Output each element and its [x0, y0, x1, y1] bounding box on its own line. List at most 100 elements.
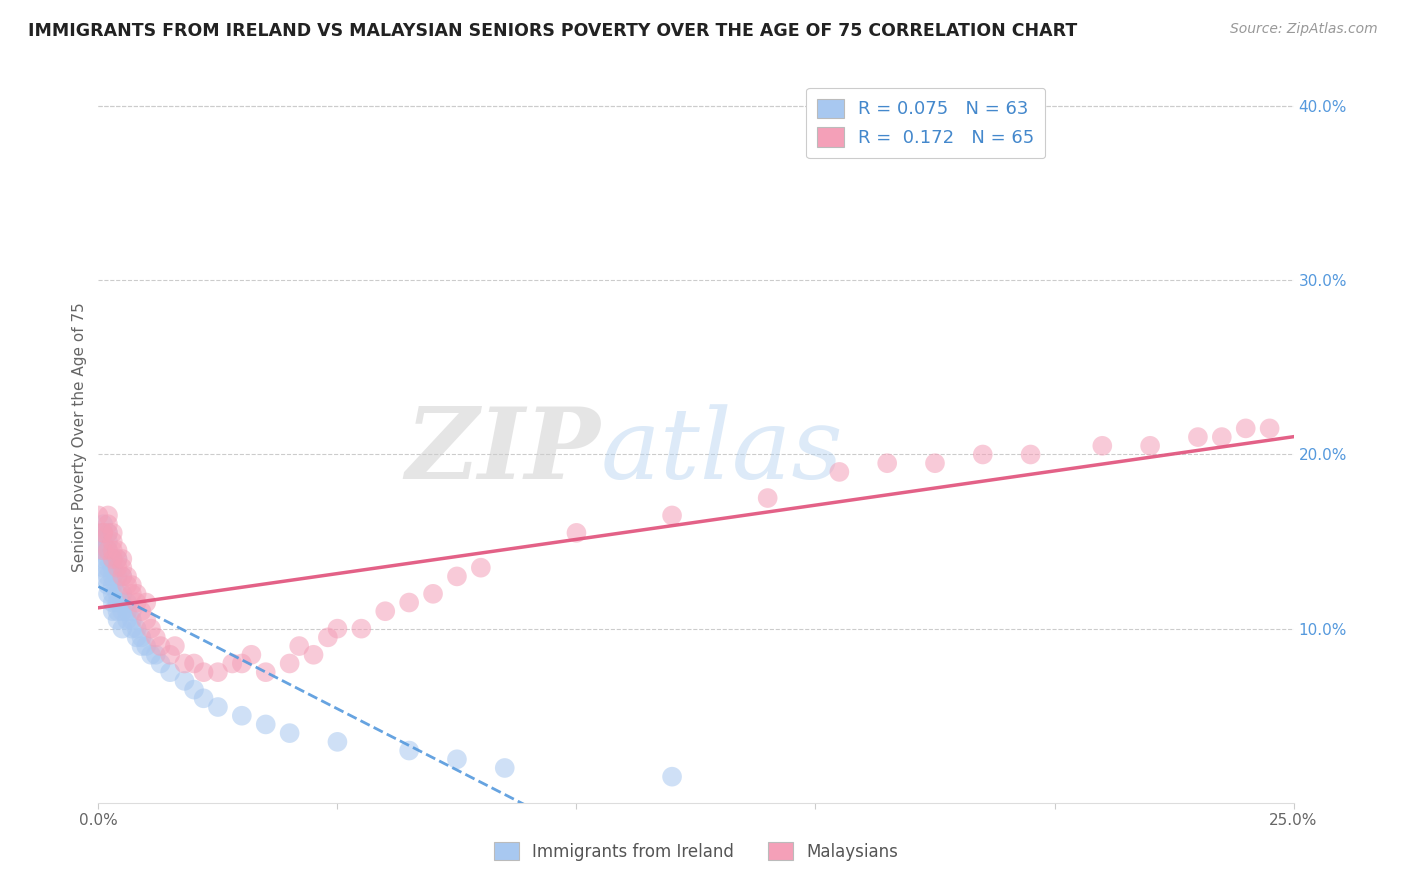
- Point: [87, 525, 110, 540]
- Point: [145, 648, 167, 662]
- Text: ZIP: ZIP: [405, 403, 600, 500]
- Point: [828, 465, 851, 479]
- Point: [326, 735, 349, 749]
- Legend: Immigrants from Ireland, Malaysians: Immigrants from Ireland, Malaysians: [488, 836, 904, 868]
- Point: [97, 578, 120, 592]
- Point: [111, 622, 134, 636]
- Point: [316, 631, 339, 645]
- Point: [97, 560, 120, 574]
- Point: [121, 578, 143, 592]
- Point: [97, 525, 120, 540]
- Point: [115, 613, 138, 627]
- Point: [121, 604, 143, 618]
- Point: [107, 569, 129, 583]
- Point: [183, 682, 205, 697]
- Point: [125, 587, 148, 601]
- Point: [97, 543, 120, 558]
- Point: [446, 569, 468, 583]
- Point: [101, 525, 124, 540]
- Point: [107, 560, 129, 574]
- Point: [163, 639, 186, 653]
- Point: [97, 508, 120, 523]
- Point: [91, 543, 114, 558]
- Point: [139, 622, 162, 636]
- Point: [288, 639, 311, 653]
- Point: [173, 657, 195, 671]
- Point: [135, 595, 157, 609]
- Point: [446, 752, 468, 766]
- Text: Source: ZipAtlas.com: Source: ZipAtlas.com: [1230, 22, 1378, 37]
- Point: [91, 525, 114, 540]
- Point: [565, 525, 588, 540]
- Point: [115, 578, 138, 592]
- Point: [1019, 448, 1042, 462]
- Point: [326, 622, 349, 636]
- Point: [207, 665, 229, 680]
- Point: [91, 560, 114, 574]
- Point: [111, 587, 134, 601]
- Point: [97, 552, 120, 566]
- Point: [1091, 439, 1114, 453]
- Text: atlas: atlas: [600, 404, 844, 500]
- Point: [221, 657, 243, 671]
- Point: [97, 543, 120, 558]
- Point: [159, 665, 181, 680]
- Text: IMMIGRANTS FROM IRELAND VS MALAYSIAN SENIORS POVERTY OVER THE AGE OF 75 CORRELAT: IMMIGRANTS FROM IRELAND VS MALAYSIAN SEN…: [28, 22, 1077, 40]
- Point: [193, 665, 215, 680]
- Point: [91, 525, 114, 540]
- Point: [149, 657, 172, 671]
- Point: [125, 595, 148, 609]
- Point: [87, 543, 110, 558]
- Point: [422, 587, 444, 601]
- Point: [97, 569, 120, 583]
- Point: [121, 587, 143, 601]
- Point: [1187, 430, 1209, 444]
- Point: [183, 657, 205, 671]
- Point: [494, 761, 516, 775]
- Point: [101, 604, 124, 618]
- Point: [125, 622, 148, 636]
- Point: [125, 631, 148, 645]
- Point: [97, 525, 120, 540]
- Point: [111, 560, 134, 574]
- Point: [107, 613, 129, 627]
- Point: [111, 595, 134, 609]
- Point: [91, 525, 114, 540]
- Point: [101, 587, 124, 601]
- Point: [131, 639, 153, 653]
- Point: [398, 743, 420, 757]
- Point: [470, 560, 492, 574]
- Point: [1258, 421, 1281, 435]
- Point: [398, 595, 420, 609]
- Point: [207, 700, 229, 714]
- Point: [135, 639, 157, 653]
- Point: [107, 552, 129, 566]
- Point: [661, 508, 683, 523]
- Point: [254, 665, 277, 680]
- Point: [1211, 430, 1233, 444]
- Point: [661, 770, 683, 784]
- Point: [107, 552, 129, 566]
- Point: [115, 595, 138, 609]
- Point: [240, 648, 263, 662]
- Point: [91, 517, 114, 532]
- Point: [111, 552, 134, 566]
- Point: [121, 622, 143, 636]
- Point: [97, 517, 120, 532]
- Point: [91, 534, 114, 549]
- Point: [350, 622, 373, 636]
- Point: [231, 708, 253, 723]
- Point: [91, 569, 114, 583]
- Point: [87, 508, 110, 523]
- Point: [139, 648, 162, 662]
- Point: [193, 691, 215, 706]
- Point: [756, 491, 779, 505]
- Point: [135, 613, 157, 627]
- Point: [121, 613, 143, 627]
- Point: [231, 657, 253, 671]
- Point: [111, 569, 134, 583]
- Point: [131, 631, 153, 645]
- Point: [107, 595, 129, 609]
- Point: [115, 569, 138, 583]
- Y-axis label: Seniors Poverty Over the Age of 75: Seniors Poverty Over the Age of 75: [72, 302, 87, 572]
